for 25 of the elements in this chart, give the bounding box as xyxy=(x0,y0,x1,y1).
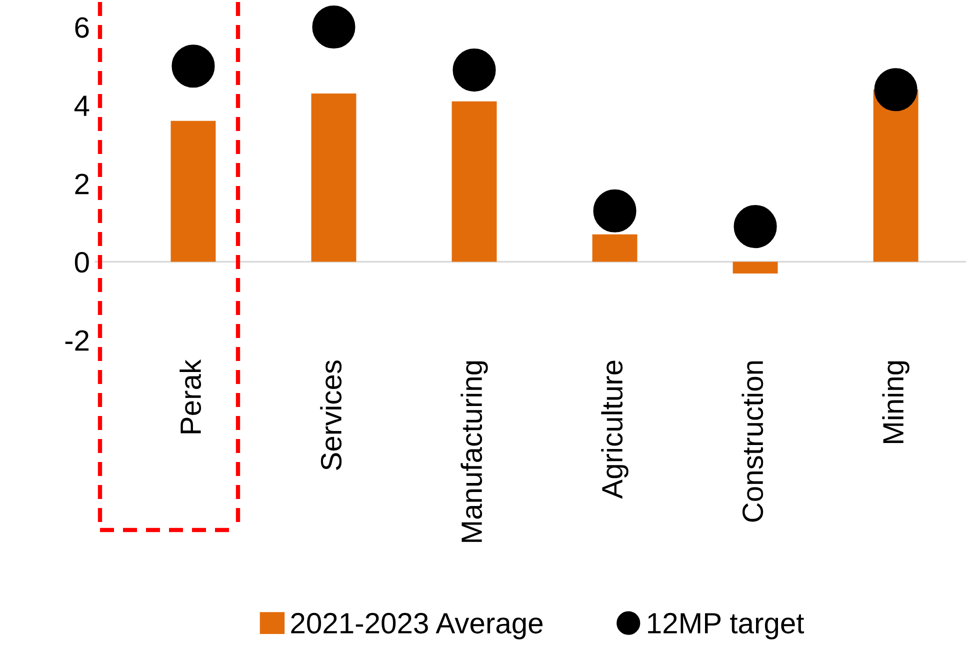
point xyxy=(593,189,636,232)
bar xyxy=(873,90,918,262)
x-tick-label: Construction xyxy=(742,361,764,522)
legend-label: 12MP target xyxy=(648,612,804,640)
y-tick-label: -2 xyxy=(65,330,89,351)
bar xyxy=(732,262,778,274)
point xyxy=(452,48,496,92)
x-tick-label: Perak xyxy=(180,359,202,434)
x-tick-label: Mining xyxy=(882,361,910,443)
point xyxy=(874,68,918,112)
y-tick-label: 0 xyxy=(74,252,89,273)
bar xyxy=(170,120,216,262)
x-tick-label: Agriculture xyxy=(601,360,628,499)
x-tick-label: Services xyxy=(320,360,342,470)
point xyxy=(312,5,356,49)
point xyxy=(734,205,777,248)
point xyxy=(172,44,215,88)
bar xyxy=(592,234,638,262)
y-tick-label: 6 xyxy=(75,17,89,38)
bar xyxy=(452,101,497,262)
legend-label: 2021-2023 Average xyxy=(291,612,543,640)
y-tick-label: 4 xyxy=(74,96,90,116)
bar xyxy=(311,94,356,262)
x-tick-label: Manufacturing xyxy=(460,361,488,542)
y-tick-label: 2 xyxy=(75,174,89,194)
